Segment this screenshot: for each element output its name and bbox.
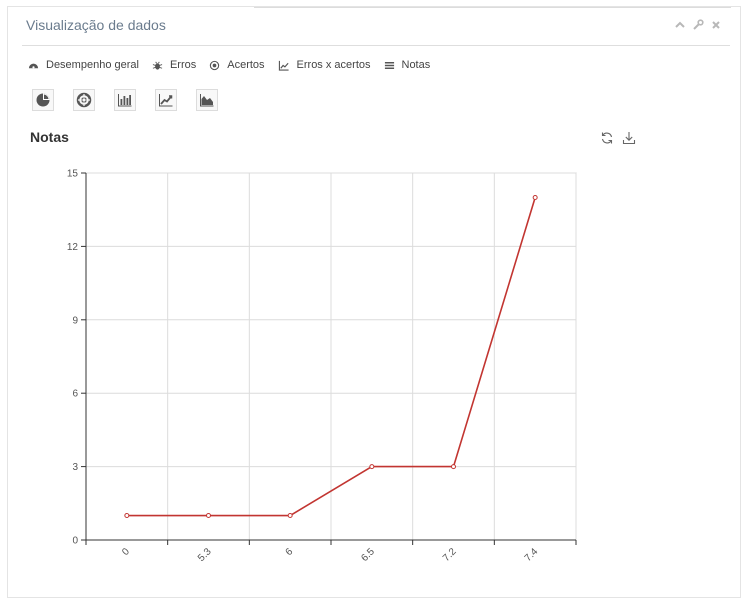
tab-label: Desempenho geral <box>46 59 139 71</box>
x-tick-label: 6 <box>284 546 296 558</box>
download-icon[interactable] <box>622 131 636 145</box>
target-icon <box>210 60 220 70</box>
area-chart-icon <box>200 94 214 107</box>
data-point <box>369 464 375 470</box>
tab-erros-x-acertos[interactable]: Erros x acertos <box>278 59 371 71</box>
y-tick-label: 3 <box>72 462 78 473</box>
tab-notas[interactable]: Notas <box>384 59 431 71</box>
y-tick-label: 0 <box>72 536 78 547</box>
tab-label: Notas <box>401 59 431 71</box>
chart-type-switcher <box>32 89 218 111</box>
data-point <box>451 464 456 470</box>
y-tick-label: 9 <box>72 315 78 326</box>
data-point <box>206 513 211 519</box>
tab-acertos[interactable]: Acertos <box>209 59 265 71</box>
widget-header: Visualização de dados <box>22 7 730 46</box>
x-tick-label: 0 <box>120 546 132 558</box>
tab-label: Erros x acertos <box>296 59 371 71</box>
y-tick-label: 12 <box>67 242 79 253</box>
y-tick-label: 6 <box>72 389 78 400</box>
bar-chart-button[interactable] <box>114 89 136 111</box>
widget-panel: Visualização de dados Desempenho geral E… <box>7 6 741 598</box>
tab-erros[interactable]: Erros <box>152 59 196 71</box>
x-tick-label: 6.5 <box>359 546 377 564</box>
bug-icon <box>152 61 163 70</box>
tab-label: Acertos <box>227 59 265 71</box>
pie-chart-button[interactable] <box>32 89 54 111</box>
data-point <box>532 194 538 200</box>
chart-title: Notas <box>30 129 69 145</box>
y-tick-label: 15 <box>67 169 79 180</box>
tab-desempenho-geral[interactable]: Desempenho geral <box>28 59 139 71</box>
chart-tools <box>600 131 636 145</box>
widget-toolbar <box>674 19 722 31</box>
pie-chart-icon <box>36 93 50 107</box>
data-point <box>124 513 130 519</box>
widget-title: Visualização de dados <box>26 17 166 33</box>
wrench-icon[interactable] <box>692 19 704 31</box>
tab-label: Erros <box>169 59 197 71</box>
x-tick-label: 5.3 <box>196 546 214 564</box>
donut-chart-icon <box>76 92 92 108</box>
data-point <box>287 513 293 519</box>
dashboard-icon <box>28 63 39 68</box>
top-divider <box>254 7 731 8</box>
close-icon[interactable] <box>710 19 722 31</box>
line-chart-icon <box>278 60 289 71</box>
bar-chart-icon <box>118 94 132 107</box>
area-chart-button[interactable] <box>196 89 218 111</box>
donut-chart-button[interactable] <box>73 89 95 111</box>
series-line <box>126 197 536 517</box>
line-chart-button[interactable] <box>155 89 177 111</box>
list-icon <box>384 61 394 69</box>
x-tick-label: 7.4 <box>523 546 541 564</box>
collapse-icon[interactable] <box>674 19 686 31</box>
refresh-icon[interactable] <box>600 131 614 145</box>
x-tick-label: 7.2 <box>441 546 459 564</box>
line-chart-icon <box>159 94 173 107</box>
data-tabs: Desempenho geral Erros Acertos Erros x a… <box>28 59 443 71</box>
